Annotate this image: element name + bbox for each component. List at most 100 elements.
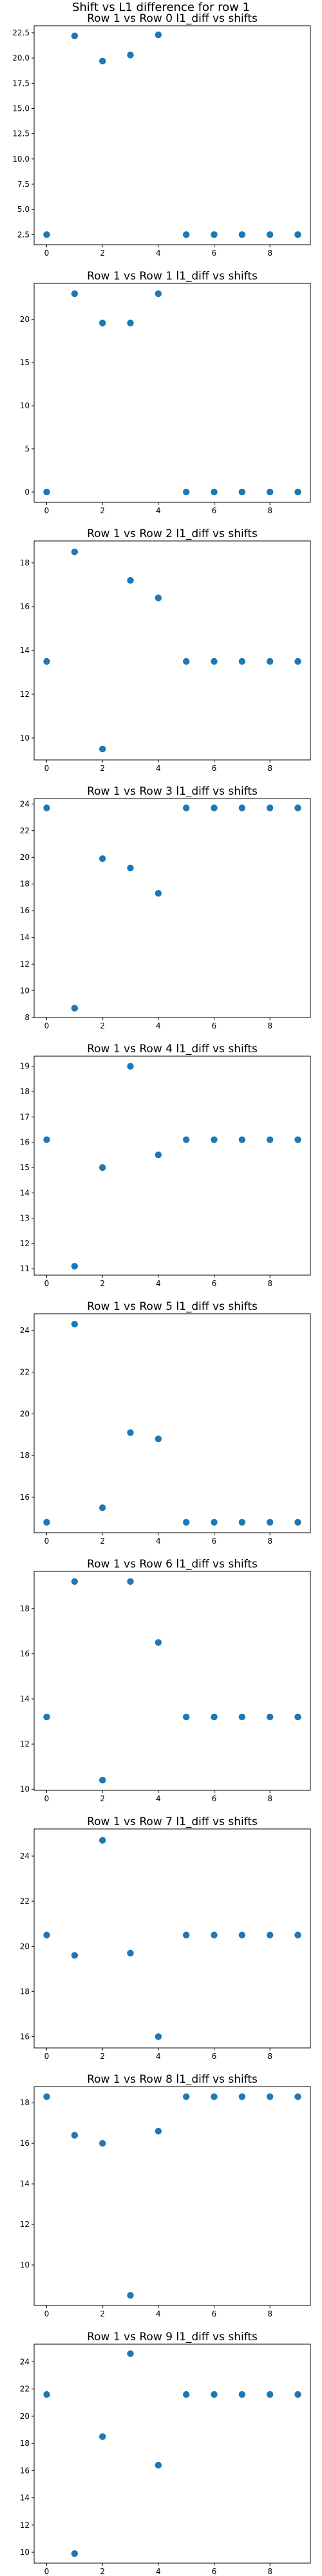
scatter-point [43,2093,50,2100]
scatter-point [238,231,246,238]
scatter-point [211,1931,218,1938]
y-tick-label: 14 [20,2179,30,2188]
x-tick-label: 0 [44,1021,50,1030]
scatter-point [182,804,190,811]
scatter-point [266,2093,274,2100]
x-tick-label: 4 [156,2309,161,2318]
y-tick-label: 18 [20,1604,30,1613]
scatter-point [99,855,106,862]
x-tick-label: 6 [212,2567,217,2576]
x-tick-label: 6 [212,1794,217,1803]
y-tick-label: 14 [20,1694,30,1703]
scatter-point [155,31,162,39]
x-tick-label: 2 [100,1537,105,1546]
scatter-point [43,1136,50,1143]
x-tick-label: 0 [44,2052,50,2061]
scatter-point [71,1005,79,1012]
y-tick-label: 14 [20,646,30,655]
scatter-point [266,1931,274,1938]
x-tick-label: 4 [156,2567,161,2576]
scatter-point [155,889,162,897]
x-tick-label: 8 [267,2567,272,2576]
scatter-point [127,1578,134,1585]
scatter-point [71,548,79,556]
y-tick-label: 14 [20,933,30,942]
scatter-point [71,2132,79,2139]
scatter-point [182,1519,190,1526]
scatter-point [266,1519,274,1526]
y-tick-label: 2.5 [17,230,30,239]
scatter-point [182,2391,190,2398]
scatter-point [155,1435,162,1443]
x-tick-label: 2 [100,1794,105,1803]
scatter-point [182,231,190,238]
scatter-point [238,1713,246,1721]
y-tick-label: 17 [20,1112,30,1121]
x-tick-label: 2 [100,2052,105,2061]
scatter-point [155,2461,162,2469]
axes-frame [33,1313,311,1533]
y-tick-label: 10 [20,987,30,996]
y-tick-label: 13 [20,1214,30,1223]
scatter-point [238,488,246,496]
panel-title: Row 1 vs Row 2 l1_diff vs shifts [87,527,258,540]
scatter-point [294,804,301,811]
scatter-point [71,32,79,39]
panel-title: Row 1 vs Row 0 l1_diff vs shifts [87,12,258,25]
y-tick-label: 22 [20,1897,30,1906]
scatter-point [266,804,274,811]
x-tick-label: 2 [100,249,105,258]
x-tick-label: 0 [44,1537,50,1546]
x-tick-label: 6 [212,2309,217,2318]
y-tick-label: 16 [20,1649,30,1658]
x-tick-label: 2 [100,2309,105,2318]
x-tick-label: 8 [267,2309,272,2318]
scatter-point [294,231,301,238]
scatter-point [294,1519,301,1526]
scatter-point [43,804,50,811]
scatter-point [238,804,246,811]
axes-frame [33,2344,311,2564]
scatter-point [294,2093,301,2100]
x-tick-label: 8 [267,506,272,515]
scatter-point [211,1136,218,1143]
scatter-point [71,1320,79,1328]
scatter-panel: Row 1 vs Row 8 l1_diff vs shifts 0 2 4 6 8 10 1… [20,2073,311,2318]
y-tick-label: 22 [20,1368,30,1377]
y-tick-label: 20 [20,1942,30,1951]
y-tick-label: 15.0 [12,104,30,113]
scatter-point [266,488,274,496]
y-tick-label: 18 [20,558,30,567]
x-tick-label: 4 [156,1794,161,1803]
x-tick-label: 8 [267,1537,272,1546]
panel-title: Row 1 vs Row 4 l1_diff vs shifts [87,1043,258,1056]
scatter-point [182,658,190,665]
y-tick-label: 12 [20,2521,30,2530]
y-tick-label: 12 [20,960,30,969]
x-tick-label: 8 [267,1279,272,1288]
scatter-point [211,1519,218,1526]
x-tick-label: 6 [212,2052,217,2061]
scatter-point [99,2433,106,2440]
scatter-point [155,594,162,601]
x-tick-label: 6 [212,1537,217,1546]
scatter-point [211,231,218,238]
scatter-point [99,1504,106,1511]
y-tick-label: 7.5 [17,180,30,189]
scatter-point [266,231,274,238]
scatter-point [43,1931,50,1938]
x-tick-label: 4 [156,2052,161,2061]
y-tick-label: 20 [20,853,30,862]
scatter-point [127,577,134,584]
x-tick-label: 6 [212,506,217,515]
x-tick-label: 0 [44,1794,50,1803]
x-tick-label: 4 [156,249,161,258]
scatter-point [294,488,301,496]
scatter-point [43,488,50,496]
x-tick-label: 4 [156,506,161,515]
panel-title: Row 1 vs Row 5 l1_diff vs shifts [87,1300,258,1313]
scatter-panel: Row 1 vs Row 1 l1_diff vs shifts 0 2 4 6 8 0 5 1… [20,270,311,515]
scatter-point [211,488,218,496]
